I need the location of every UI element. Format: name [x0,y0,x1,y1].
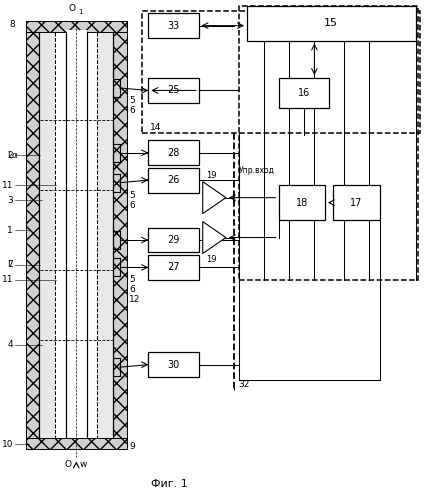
Text: Фиг. 1: Фиг. 1 [150,480,187,490]
Bar [26,438,126,450]
Bar [26,30,39,446]
Text: 30: 30 [167,360,179,370]
Text: 10: 10 [2,440,13,449]
Bar [147,352,198,377]
Bar [147,13,198,38]
Bar [141,10,419,133]
Text: 3: 3 [7,196,13,204]
Text: 27: 27 [166,262,179,272]
Text: 5: 5 [129,190,135,200]
Text: O: O [64,460,71,469]
Text: 14: 14 [150,124,161,132]
Text: 12: 12 [129,296,140,304]
Bar [238,6,417,280]
Text: 5: 5 [129,96,135,105]
Text: 19: 19 [206,256,216,264]
Text: 2: 2 [7,151,13,160]
Bar [147,140,198,165]
Text: 4: 4 [7,340,13,349]
Bar [26,20,126,32]
Bar [39,30,55,439]
Text: O: O [68,4,75,13]
Text: L: L [7,260,12,270]
Bar [246,6,415,40]
Bar [147,228,198,252]
Text: 25: 25 [166,86,179,96]
Text: 26: 26 [167,175,179,185]
Text: 32: 32 [238,380,249,389]
Bar [278,78,329,108]
Bar [147,168,198,192]
Text: 19: 19 [206,170,216,179]
Bar [97,30,113,439]
Text: 6: 6 [129,106,135,115]
Text: 6: 6 [129,286,135,294]
Text: Lα: Lα [7,151,18,160]
Text: 7: 7 [7,260,13,270]
Text: 8: 8 [9,20,15,29]
Text: 9: 9 [129,442,135,452]
Text: 6: 6 [129,200,135,209]
Bar [278,185,324,220]
Text: 18: 18 [295,198,307,207]
Text: 33: 33 [167,20,179,30]
Text: 16: 16 [297,88,309,98]
Bar [113,30,126,446]
Text: 1: 1 [7,226,13,234]
Bar [147,255,198,280]
Bar [147,78,198,103]
Bar [332,185,379,220]
Text: 28: 28 [167,148,179,158]
Polygon shape [202,222,225,254]
Text: w: w [80,460,87,469]
Bar [66,30,86,439]
Polygon shape [202,182,225,214]
Text: 15: 15 [323,18,338,28]
Text: 11: 11 [2,180,13,190]
Text: 1: 1 [78,8,83,14]
Text: 17: 17 [350,198,362,207]
Text: 29: 29 [167,235,179,245]
Text: 5: 5 [129,276,135,284]
Text: 11: 11 [2,276,13,284]
Text: Упр.вход: Упр.вход [238,166,274,174]
